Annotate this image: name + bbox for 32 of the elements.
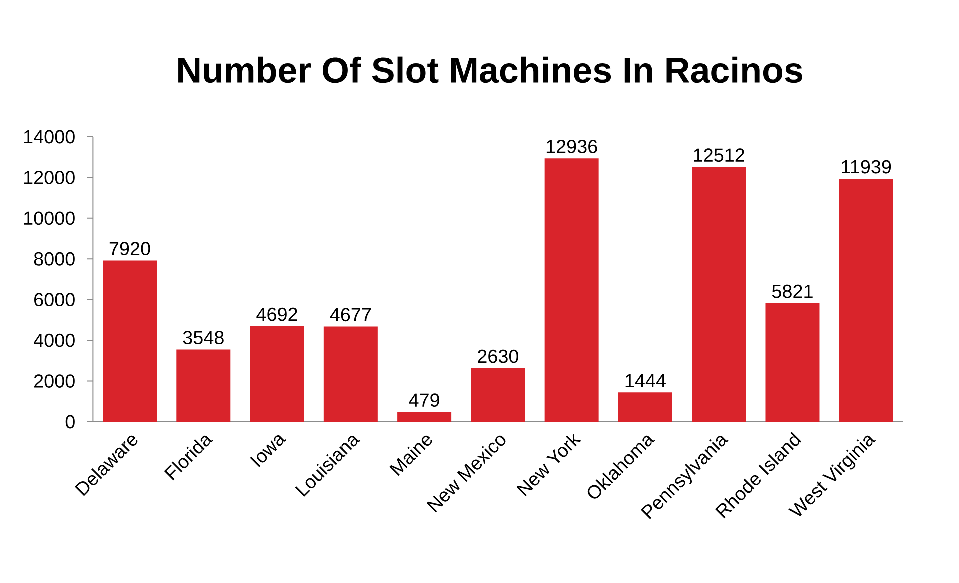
bar bbox=[839, 178, 894, 422]
chart-title: Number Of Slot Machines In Racinos bbox=[178, 56, 802, 84]
bar bbox=[618, 392, 672, 422]
data-label: 5821 bbox=[772, 284, 813, 298]
bar bbox=[324, 326, 378, 422]
bar bbox=[766, 303, 820, 422]
bar bbox=[103, 260, 158, 422]
bar bbox=[250, 326, 304, 422]
y-tick-label: 10000 bbox=[24, 212, 75, 226]
x-tick-label: Iowa bbox=[250, 435, 286, 468]
bar bbox=[176, 350, 231, 422]
data-label: 12512 bbox=[694, 148, 744, 162]
bar bbox=[398, 412, 452, 422]
data-label: 479 bbox=[409, 394, 440, 408]
y-tick-label: 12000 bbox=[24, 171, 75, 184]
y-tick-label: 8000 bbox=[34, 252, 75, 266]
data-label: 2630 bbox=[478, 350, 518, 364]
data-label: 4677 bbox=[330, 308, 372, 322]
y-tick-label: 2000 bbox=[34, 374, 75, 388]
data-label: 12936 bbox=[546, 140, 598, 154]
data-label: 1444 bbox=[626, 374, 666, 388]
bar bbox=[471, 368, 526, 422]
data-label: 3548 bbox=[183, 331, 224, 345]
data-label: 7920 bbox=[110, 242, 150, 256]
bar bbox=[692, 167, 746, 422]
y-tick-label: 14000 bbox=[24, 130, 75, 144]
y-tick-label: 4000 bbox=[34, 334, 75, 348]
bar bbox=[544, 158, 599, 422]
y-tick-label: 0 bbox=[66, 415, 75, 429]
data-label: 11939 bbox=[842, 160, 892, 174]
data-label: 4692 bbox=[256, 308, 298, 322]
y-tick-label: 6000 bbox=[34, 293, 75, 307]
